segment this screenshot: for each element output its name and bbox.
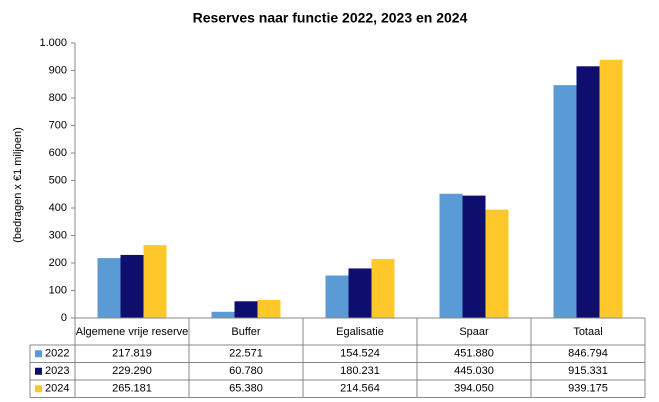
category-cell: Algemene vrije reserve — [75, 325, 189, 338]
table-value: 180.231 — [340, 365, 380, 377]
category-cell: Spaar — [459, 325, 489, 338]
y-tick-label: 500 — [49, 174, 67, 186]
bar — [97, 258, 121, 318]
table-value: 445.030 — [454, 365, 494, 377]
bar — [211, 311, 235, 318]
category-cell: Egalisatie — [336, 325, 384, 338]
table-value: 915.331 — [568, 365, 608, 377]
table-value: 265.181 — [112, 383, 152, 395]
bar — [348, 268, 372, 318]
legend-label: 2022 — [45, 348, 69, 360]
legend-swatch — [35, 350, 42, 358]
y-tick-label: 900 — [49, 64, 67, 76]
table-value: 154.524 — [340, 348, 380, 360]
y-tick-label: 700 — [49, 119, 67, 131]
table-value: 217.819 — [112, 348, 152, 360]
bar — [234, 301, 258, 318]
y-tick-label: 1.000 — [39, 37, 67, 49]
bar — [439, 193, 463, 318]
bar — [120, 254, 144, 318]
table-value: 60.780 — [229, 365, 263, 377]
y-tick-label: 100 — [49, 284, 67, 296]
table-value: 939.175 — [568, 383, 608, 395]
y-tick-label: 0 — [61, 312, 67, 324]
table-value: 65.380 — [229, 383, 263, 395]
bar — [553, 85, 577, 318]
bar — [462, 195, 486, 318]
y-tick-label: 800 — [49, 92, 67, 104]
bar — [257, 300, 281, 318]
bar — [325, 275, 349, 318]
y-tick-label: 600 — [49, 147, 67, 159]
x-tick-label: Algemene vrije reserve — [75, 325, 189, 338]
legend-label: 2024 — [45, 383, 69, 395]
table-value: 394.050 — [454, 383, 494, 395]
category-cell: Totaal — [573, 325, 603, 338]
y-axis-label: (bedragen x €1 miljoen) — [12, 127, 24, 243]
table-value: 22.571 — [229, 348, 263, 360]
legend-label: 2023 — [45, 365, 69, 377]
bar — [143, 245, 167, 318]
chart-title: Reserves naar functie 2022, 2023 en 2024 — [193, 10, 468, 26]
y-tick-label: 300 — [49, 229, 67, 241]
x-tick-label: Buffer — [231, 325, 261, 338]
x-tick-label: Totaal — [573, 325, 603, 338]
legend-swatch — [35, 367, 42, 375]
bar — [576, 66, 600, 319]
table-value: 214.564 — [340, 383, 380, 395]
table-value: 229.290 — [112, 365, 152, 377]
bar — [371, 258, 395, 318]
table-value: 846.794 — [568, 348, 608, 360]
x-tick-label: Egalisatie — [336, 325, 384, 338]
legend-swatch — [35, 385, 42, 393]
y-tick-label: 200 — [49, 257, 67, 269]
bar — [485, 209, 509, 318]
x-tick-label: Spaar — [459, 325, 489, 338]
bar — [599, 59, 623, 319]
category-cell: Buffer — [231, 325, 261, 338]
table-value: 451.880 — [454, 348, 494, 360]
y-tick-label: 400 — [49, 202, 67, 214]
